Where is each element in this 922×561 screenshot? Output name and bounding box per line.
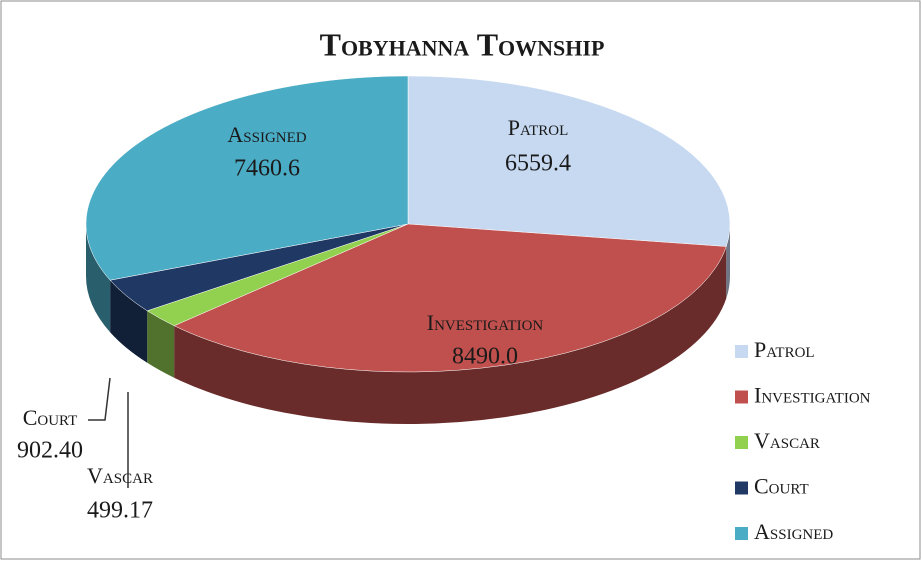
- chart-title: Tobyhanna Township: [320, 26, 605, 62]
- slice-side: [110, 280, 148, 363]
- slice: [407, 75, 731, 247]
- slice: [173, 223, 727, 373]
- slice-side: [726, 224, 730, 299]
- slice-value-label: 902.40: [17, 438, 83, 464]
- slice-value-label: 6559.4: [505, 151, 571, 177]
- legend-label: Patrol: [754, 337, 815, 362]
- legend-swatch: [735, 481, 748, 495]
- slice-category-label: Patrol: [508, 115, 569, 140]
- slice-side: [174, 246, 727, 424]
- slice-category-label: Court: [23, 405, 78, 430]
- legend-label: Court: [754, 474, 809, 499]
- slice-side: [147, 310, 175, 378]
- slice-category-label: Investigation: [427, 310, 544, 335]
- slice-value-label: 7460.6: [234, 156, 300, 182]
- legend-label: Vascar: [754, 428, 820, 453]
- slice-side: [86, 224, 111, 333]
- legend-swatch: [735, 345, 748, 358]
- legend-swatch: [735, 390, 748, 404]
- slice-category-label: Vascar: [87, 463, 153, 488]
- legend-label: Investigation: [754, 383, 871, 408]
- slice-value-label: 499.17: [87, 498, 153, 524]
- slice: [85, 75, 409, 281]
- legend-label: Assigned: [754, 519, 833, 544]
- legend-swatch: [735, 436, 748, 449]
- slice-category-label: Assigned: [227, 122, 306, 147]
- leader-line: [88, 377, 111, 421]
- slice-value-label: 8490.0: [452, 344, 518, 370]
- legend-swatch: [735, 527, 748, 540]
